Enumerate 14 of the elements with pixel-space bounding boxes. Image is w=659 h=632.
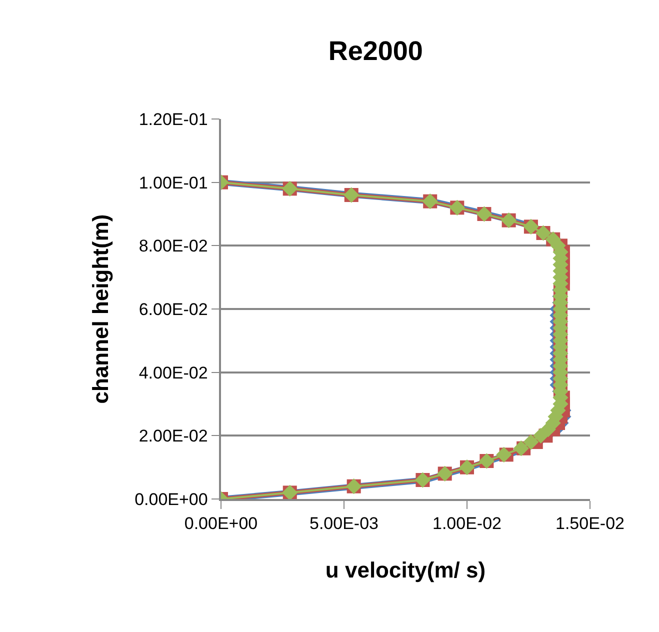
x-tick-label: 1.50E-02 — [556, 514, 624, 534]
x-tick-label: 5.00E-03 — [310, 514, 378, 534]
y-tick-label: 2.00E-02 — [138, 426, 208, 446]
x-tick-label: 0.00E+00 — [184, 514, 258, 534]
y-tick-label: 6.00E-02 — [138, 300, 208, 319]
y-tick-label: 4.00E-02 — [138, 363, 208, 382]
y-tick-label: 8.00E-02 — [138, 236, 208, 256]
chart-title: Re2000 — [328, 36, 423, 66]
y-tick-label: 1.20E-01 — [138, 110, 208, 129]
y-tick-label: 0.00E+00 — [134, 490, 208, 509]
x-tick-label: 1.00E-02 — [432, 514, 502, 534]
y-tick-label: 1.00E-01 — [138, 173, 208, 192]
y-axis-title: channel height(m) — [88, 214, 113, 404]
x-axis-title: u velocity(m/ s) — [325, 558, 486, 583]
